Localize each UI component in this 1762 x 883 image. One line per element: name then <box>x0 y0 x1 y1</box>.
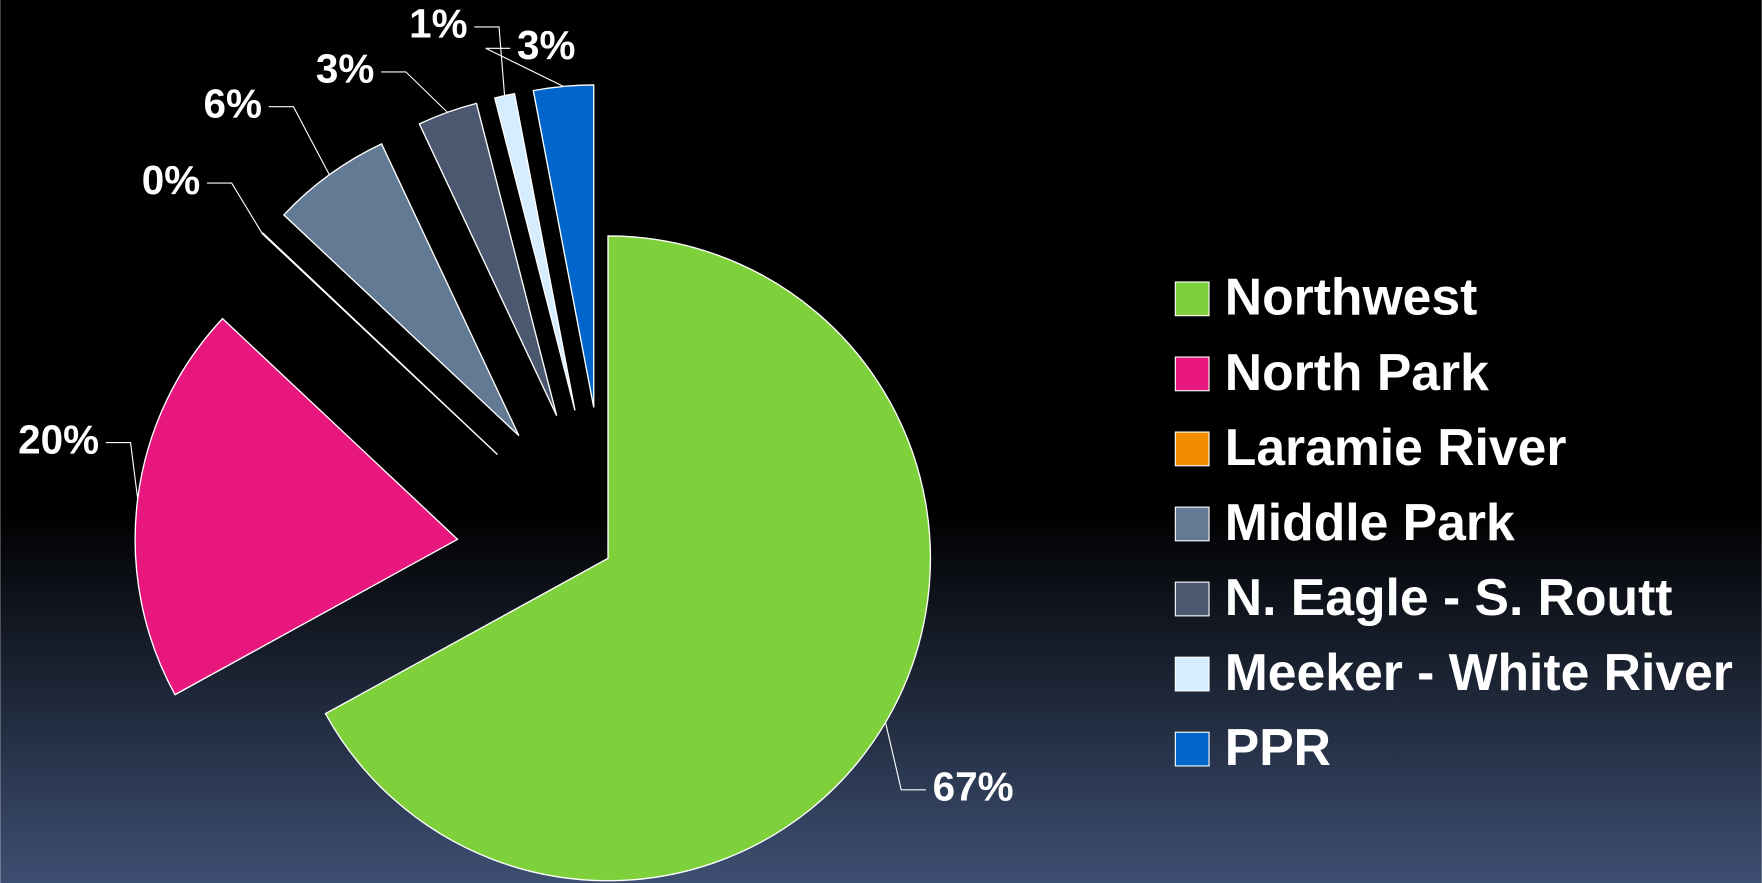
data-label: 20% <box>18 416 99 462</box>
legend-swatch <box>1174 656 1210 692</box>
legend-swatch <box>1174 581 1210 617</box>
legend-swatch <box>1174 431 1210 467</box>
data-label: 0% <box>142 157 200 203</box>
legend-label: Northwest <box>1225 268 1478 326</box>
leader-line <box>268 106 330 176</box>
pie-slice <box>493 92 576 411</box>
leader-line <box>474 26 506 96</box>
data-label: 1% <box>409 1 467 47</box>
leader-line <box>206 182 263 235</box>
legend-swatch <box>1174 731 1210 767</box>
legend-swatch <box>1174 506 1210 542</box>
legend-label: Laramie River <box>1225 418 1567 476</box>
legend-swatch <box>1174 356 1210 392</box>
legend-label: North Park <box>1225 343 1489 401</box>
legend-label: Meeker - White River <box>1225 643 1733 701</box>
pie-slice <box>418 102 558 416</box>
leader-line <box>485 47 564 87</box>
legend-swatch <box>1174 281 1210 317</box>
legend-label: PPR <box>1225 718 1331 776</box>
pie-slice <box>532 84 595 408</box>
data-label: 6% <box>204 80 262 126</box>
data-label: 3% <box>316 46 374 92</box>
data-label: 67% <box>933 763 1014 809</box>
leader-line <box>381 71 448 113</box>
legend-label: N. Eagle - S. Routt <box>1225 568 1673 626</box>
leader-line <box>105 442 139 499</box>
leader-line <box>884 722 926 791</box>
pie-slice <box>282 143 520 437</box>
legend-label: Middle Park <box>1225 493 1515 551</box>
data-label: 3% <box>517 22 575 68</box>
pie-slice <box>324 235 932 882</box>
